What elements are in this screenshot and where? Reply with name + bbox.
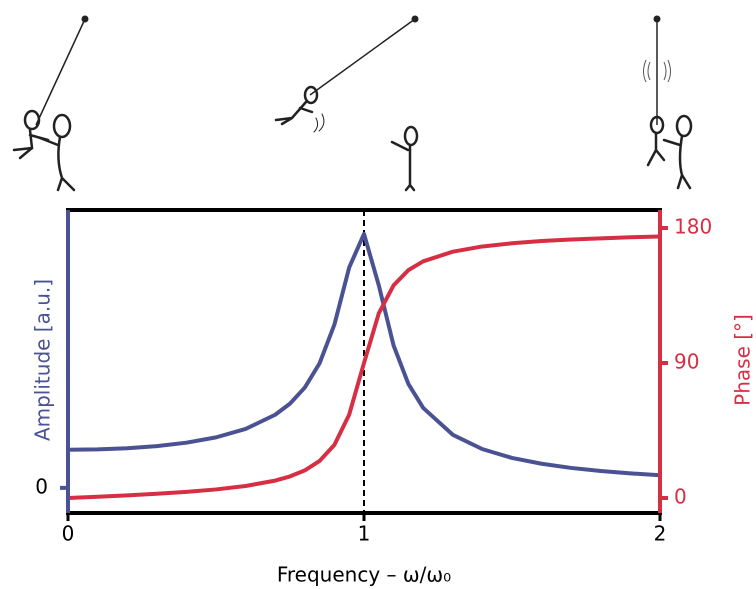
- x-tick-label: 0: [62, 522, 75, 546]
- pusher-left: [38, 113, 76, 192]
- illustrations: [12, 15, 693, 192]
- y-axis-label: Amplitude [a.u.]: [31, 279, 55, 441]
- swing-child-mid: [274, 85, 325, 133]
- swing-child-right: [646, 115, 666, 167]
- pusher-mid: [390, 125, 419, 192]
- y2-tick-label: 0: [674, 485, 687, 509]
- x-axis-label: Frequency – ω/ω₀: [277, 563, 451, 587]
- x-tick-label: 2: [654, 522, 667, 546]
- swing-child-left: [12, 109, 50, 160]
- series-line: [67, 234, 661, 500]
- pusher-right: [662, 114, 693, 190]
- y-tick-label: 0: [35, 474, 48, 498]
- y2-tick-label: 180: [674, 215, 712, 239]
- y2-axis-label: Phase [°]: [731, 314, 755, 406]
- y2-tick-label: 90: [674, 350, 699, 374]
- series-line: [67, 231, 661, 478]
- x-tick-label: 1: [358, 522, 371, 546]
